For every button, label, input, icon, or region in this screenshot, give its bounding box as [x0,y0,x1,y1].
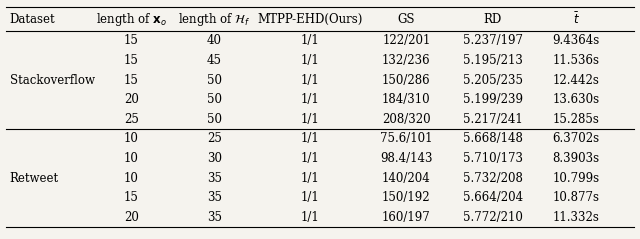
Text: 11.332s: 11.332s [552,211,600,224]
Text: 1/1: 1/1 [301,211,320,224]
Text: 5.668/148: 5.668/148 [463,132,523,145]
Text: 9.4364s: 9.4364s [552,34,600,47]
Text: length of $\mathcal{H}_f$: length of $\mathcal{H}_f$ [178,11,251,28]
Text: 1/1: 1/1 [301,93,320,106]
Text: 35: 35 [207,191,222,204]
Text: 1/1: 1/1 [301,54,320,67]
Text: 1/1: 1/1 [301,191,320,204]
Text: 150/192: 150/192 [382,191,431,204]
Text: 15: 15 [124,74,139,87]
Text: 1/1: 1/1 [301,74,320,87]
Text: 5.710/173: 5.710/173 [463,152,523,165]
Text: 50: 50 [207,113,222,126]
Text: 15: 15 [124,191,139,204]
Text: 5.664/204: 5.664/204 [463,191,523,204]
Text: 15.285s: 15.285s [552,113,600,126]
Text: 35: 35 [207,211,222,224]
Text: 5.732/208: 5.732/208 [463,172,523,185]
Text: 6.3702s: 6.3702s [552,132,600,145]
Text: 25: 25 [124,113,139,126]
Text: 20: 20 [124,211,139,224]
Text: 1/1: 1/1 [301,113,320,126]
Text: 35: 35 [207,172,222,185]
Text: $\bar{t}$: $\bar{t}$ [573,11,579,27]
Text: 150/286: 150/286 [382,74,431,87]
Text: 5.199/239: 5.199/239 [463,93,523,106]
Text: 132/236: 132/236 [382,54,431,67]
Text: 10.799s: 10.799s [552,172,600,185]
Text: 25: 25 [207,132,222,145]
Text: 75.6/101: 75.6/101 [380,132,433,145]
Text: 5.195/213: 5.195/213 [463,54,523,67]
Text: 1/1: 1/1 [301,152,320,165]
Text: GS: GS [397,13,415,26]
Text: 98.4/143: 98.4/143 [380,152,433,165]
Text: 30: 30 [207,152,222,165]
Text: Retweet: Retweet [10,172,59,185]
Text: 122/201: 122/201 [382,34,431,47]
Text: 160/197: 160/197 [382,211,431,224]
Text: MTPP-EHD(Ours): MTPP-EHD(Ours) [258,13,363,26]
Text: 15: 15 [124,54,139,67]
Text: Dataset: Dataset [10,13,55,26]
Text: 13.630s: 13.630s [552,93,600,106]
Text: 8.3903s: 8.3903s [552,152,600,165]
Text: 10: 10 [124,132,139,145]
Text: 20: 20 [124,93,139,106]
Text: 1/1: 1/1 [301,34,320,47]
Text: 184/310: 184/310 [382,93,431,106]
Text: 10: 10 [124,172,139,185]
Text: 12.442s: 12.442s [552,74,600,87]
Text: 50: 50 [207,74,222,87]
Text: 15: 15 [124,34,139,47]
Text: 5.237/197: 5.237/197 [463,34,523,47]
Text: 5.772/210: 5.772/210 [463,211,523,224]
Text: 208/320: 208/320 [382,113,431,126]
Text: 40: 40 [207,34,222,47]
Text: 5.205/235: 5.205/235 [463,74,523,87]
Text: 10.877s: 10.877s [552,191,600,204]
Text: RD: RD [484,13,502,26]
Text: 45: 45 [207,54,222,67]
Text: Stackoverflow: Stackoverflow [10,74,95,87]
Text: 1/1: 1/1 [301,172,320,185]
Text: 11.536s: 11.536s [552,54,600,67]
Text: 140/204: 140/204 [382,172,431,185]
Text: 5.217/241: 5.217/241 [463,113,523,126]
Text: 1/1: 1/1 [301,132,320,145]
Text: length of $\mathbf{x}_o$: length of $\mathbf{x}_o$ [95,11,167,28]
Text: 50: 50 [207,93,222,106]
Text: 10: 10 [124,152,139,165]
